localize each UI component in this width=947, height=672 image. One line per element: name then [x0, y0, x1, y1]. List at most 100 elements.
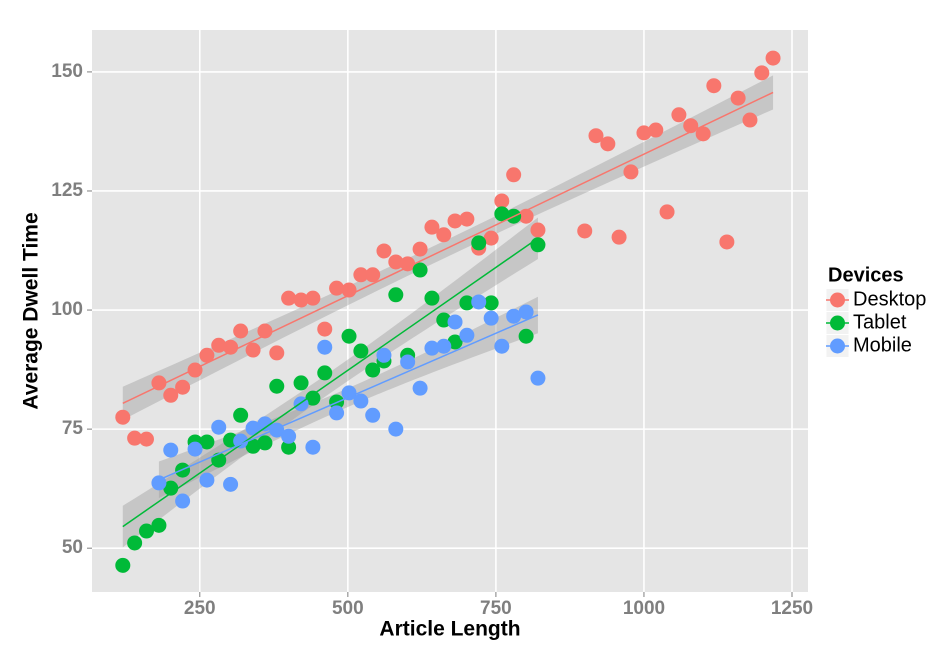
point	[187, 362, 203, 378]
point	[412, 241, 428, 257]
point	[365, 267, 381, 283]
point	[577, 223, 593, 239]
point	[175, 493, 191, 509]
x-tick-label: 750	[480, 598, 512, 619]
point	[388, 254, 404, 270]
point	[471, 294, 487, 310]
point	[447, 213, 463, 229]
point	[245, 342, 261, 358]
point	[199, 434, 215, 450]
point	[388, 287, 404, 303]
point	[257, 435, 273, 451]
point	[600, 136, 616, 152]
point	[115, 557, 131, 573]
point	[127, 535, 143, 551]
y-tick-label: 150	[51, 61, 83, 82]
point	[281, 290, 297, 306]
point	[706, 78, 722, 94]
x-tick-label: 500	[332, 598, 364, 619]
point	[187, 441, 203, 457]
point	[365, 407, 381, 423]
point	[199, 347, 215, 363]
point	[233, 433, 249, 449]
point	[305, 390, 321, 406]
x-tick-label: 250	[184, 598, 216, 619]
point	[257, 323, 273, 339]
fit-line	[122, 91, 774, 404]
point	[742, 112, 758, 128]
point	[199, 472, 215, 488]
point	[245, 438, 261, 454]
point	[353, 267, 369, 283]
y-tick-label: 100	[51, 299, 83, 320]
point	[365, 362, 381, 378]
point	[483, 310, 499, 326]
point	[518, 328, 534, 344]
legend-marker	[830, 338, 845, 354]
x-tick-label: 1000	[623, 598, 665, 619]
point	[211, 419, 227, 435]
point	[223, 476, 239, 492]
point	[611, 229, 627, 245]
point	[245, 420, 261, 436]
point	[530, 237, 546, 253]
point	[483, 295, 499, 311]
y-tick-label: 125	[51, 180, 83, 201]
point	[317, 365, 333, 381]
point	[269, 345, 285, 361]
legend-marker	[830, 292, 845, 308]
point	[447, 334, 463, 350]
point	[719, 234, 735, 250]
point	[281, 428, 297, 444]
point	[305, 290, 321, 306]
point	[163, 387, 179, 403]
x-tick-label: 1250	[771, 598, 813, 619]
point	[138, 523, 154, 539]
point	[223, 339, 239, 355]
point	[436, 227, 452, 243]
point	[424, 290, 440, 306]
point	[151, 475, 167, 491]
point	[588, 128, 604, 144]
point	[293, 292, 309, 308]
point	[376, 243, 392, 259]
point	[257, 416, 273, 432]
point	[447, 314, 463, 330]
point	[436, 312, 452, 328]
point	[293, 375, 309, 391]
legend-label: Mobile	[853, 334, 912, 356]
point	[506, 167, 522, 183]
point	[695, 126, 711, 142]
point	[329, 405, 345, 421]
point	[412, 380, 428, 396]
point	[730, 90, 746, 106]
point	[494, 206, 510, 222]
y-tick-label: 50	[62, 537, 83, 558]
point	[518, 304, 534, 320]
point	[494, 338, 510, 354]
point	[233, 407, 249, 423]
point	[175, 379, 191, 395]
fit-line	[122, 237, 539, 528]
y-tick-label: 75	[62, 418, 84, 439]
point	[388, 421, 404, 437]
point	[436, 338, 452, 354]
point	[412, 262, 428, 278]
point	[671, 107, 687, 123]
point	[151, 375, 167, 391]
point	[329, 280, 345, 296]
point	[269, 378, 285, 394]
point	[163, 442, 179, 458]
point	[400, 256, 416, 272]
point	[115, 409, 131, 425]
point	[341, 385, 357, 401]
point	[623, 164, 639, 180]
point	[353, 393, 369, 409]
legend-title: Devices	[828, 264, 904, 286]
point	[211, 337, 227, 353]
point	[483, 230, 499, 246]
point	[530, 222, 546, 238]
y-axis-title: Average Dwell Time	[20, 212, 43, 409]
point	[305, 439, 321, 455]
